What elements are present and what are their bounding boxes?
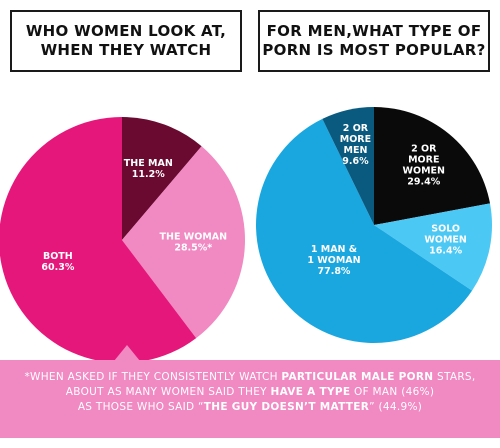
- left-title-line-2: WHEN THEY WATCH: [40, 41, 212, 59]
- right-chart-title: FOR MEN,WHAT TYPE OF PORN IS MOST POPULA…: [258, 10, 490, 72]
- women-pie-slice-2: [0, 117, 197, 363]
- note-line-3-tail: ” (44.9%): [369, 401, 423, 413]
- men-pie-label-1-line-2: 16.4%: [429, 246, 462, 257]
- note-line-3: AS THOSE WHO SAID “THE GUY DOESN’T MATTE…: [0, 400, 500, 415]
- right-title-line-1: FOR MEN,WHAT TYPE OF: [266, 22, 482, 40]
- note-line-2-text: ABOUT AS MANY WOMEN SAID THEY: [65, 386, 271, 398]
- men-pie-label-2-line-0: 1 MAN &: [311, 244, 357, 255]
- men-pie-label-3: 2 OR MORE MEN 9.6%: [340, 123, 371, 167]
- note-pointer: [114, 345, 140, 361]
- note-line-3-text: AS THOSE WHO SAID “: [77, 401, 204, 413]
- men-pie-label-2-line-1: 1 WOMAN: [307, 255, 360, 266]
- left-title-line-1: WHO WOMEN LOOK AT,: [25, 22, 227, 40]
- note-line-1: *WHEN ASKED IF THEY CONSISTENTLY WATCH P…: [0, 370, 500, 385]
- men-pie-label-0-line-2: WOMEN: [403, 166, 445, 177]
- men-pie-label-1-line-1: WOMEN: [424, 235, 466, 246]
- men-pie-label-3-line-1: MORE: [340, 134, 371, 145]
- note-line-2: ABOUT AS MANY WOMEN SAID THEY HAVE A TYP…: [0, 385, 500, 400]
- men-pie-label-0: 2 OR MORE WOMEN 29.4%: [403, 144, 445, 188]
- women-pie-label-2-line-0: BOTH: [43, 251, 73, 262]
- men-pie-label-3-line-0: 2 OR: [343, 123, 369, 134]
- men-pie-label-3-line-2: MEN: [344, 145, 368, 156]
- note-line-1-tail: STARS,: [433, 371, 476, 383]
- men-pie-label-1: SOLO WOMEN 16.4%: [424, 224, 466, 257]
- women-pie-label-1-line-1: 28.5%*: [174, 243, 212, 254]
- men-pie-label-0-line-0: 2 OR: [411, 144, 437, 155]
- men-pie-slice-3: [322, 107, 374, 225]
- right-title-line-2: PORN IS MOST POPULAR?: [262, 41, 486, 59]
- note-line-1-text: *WHEN ASKED IF THEY CONSISTENTLY WATCH: [24, 371, 282, 383]
- footnote-box: *WHEN ASKED IF THEY CONSISTENTLY WATCH P…: [0, 360, 500, 438]
- men-pie-slice-0: [374, 107, 491, 225]
- women-pie-label-2: BOTH 60.3%: [41, 251, 74, 273]
- women-pie-label-2-line-1: 60.3%: [41, 262, 74, 273]
- men-pie-slice-1: [374, 203, 492, 291]
- note-line-2-bold: HAVE A TYPE: [270, 386, 351, 398]
- women-pie: THE MAN 11.2% THE WOMAN 28.5%* BOTH 60.3%: [0, 117, 245, 363]
- men-pie-label-1-line-0: SOLO: [431, 224, 460, 235]
- note-line-2-tail: OF MAN (46%): [350, 386, 435, 398]
- men-pie-slice-2: [255, 118, 473, 344]
- men-pie-label-2: 1 MAN & 1 WOMAN 77.8%: [307, 244, 360, 277]
- men-pie: 2 OR MORE WOMEN 29.4%SOLO WOMEN 16.4%1 MAN & 1…: [255, 107, 492, 344]
- women-pie-label-0-line-1: 11.2%: [132, 169, 165, 180]
- men-pie-label-2-line-2: 77.8%: [317, 266, 350, 277]
- men-pie-label-0-line-1: MORE: [408, 155, 439, 166]
- left-chart-title: WHO WOMEN LOOK AT, WHEN THEY WATCH: [10, 10, 242, 72]
- women-pie-label-0: THE MAN 11.2%: [124, 158, 173, 180]
- women-pie-slice-1: [122, 146, 245, 339]
- men-pie-label-0-line-3: 29.4%: [407, 177, 440, 188]
- women-pie-label-1: THE WOMAN 28.5%*: [160, 232, 228, 254]
- men-pie-label-3-line-3: 9.6%: [342, 156, 369, 167]
- women-pie-label-0-line-0: THE MAN: [124, 158, 173, 169]
- women-pie-label-1-line-0: THE WOMAN: [160, 232, 228, 243]
- note-line-3-bold: THE GUY DOESN’T MATTER: [203, 401, 370, 413]
- women-pie-slice-0: [122, 117, 202, 240]
- note-line-1-bold: PARTICULAR MALE PORN: [281, 371, 434, 383]
